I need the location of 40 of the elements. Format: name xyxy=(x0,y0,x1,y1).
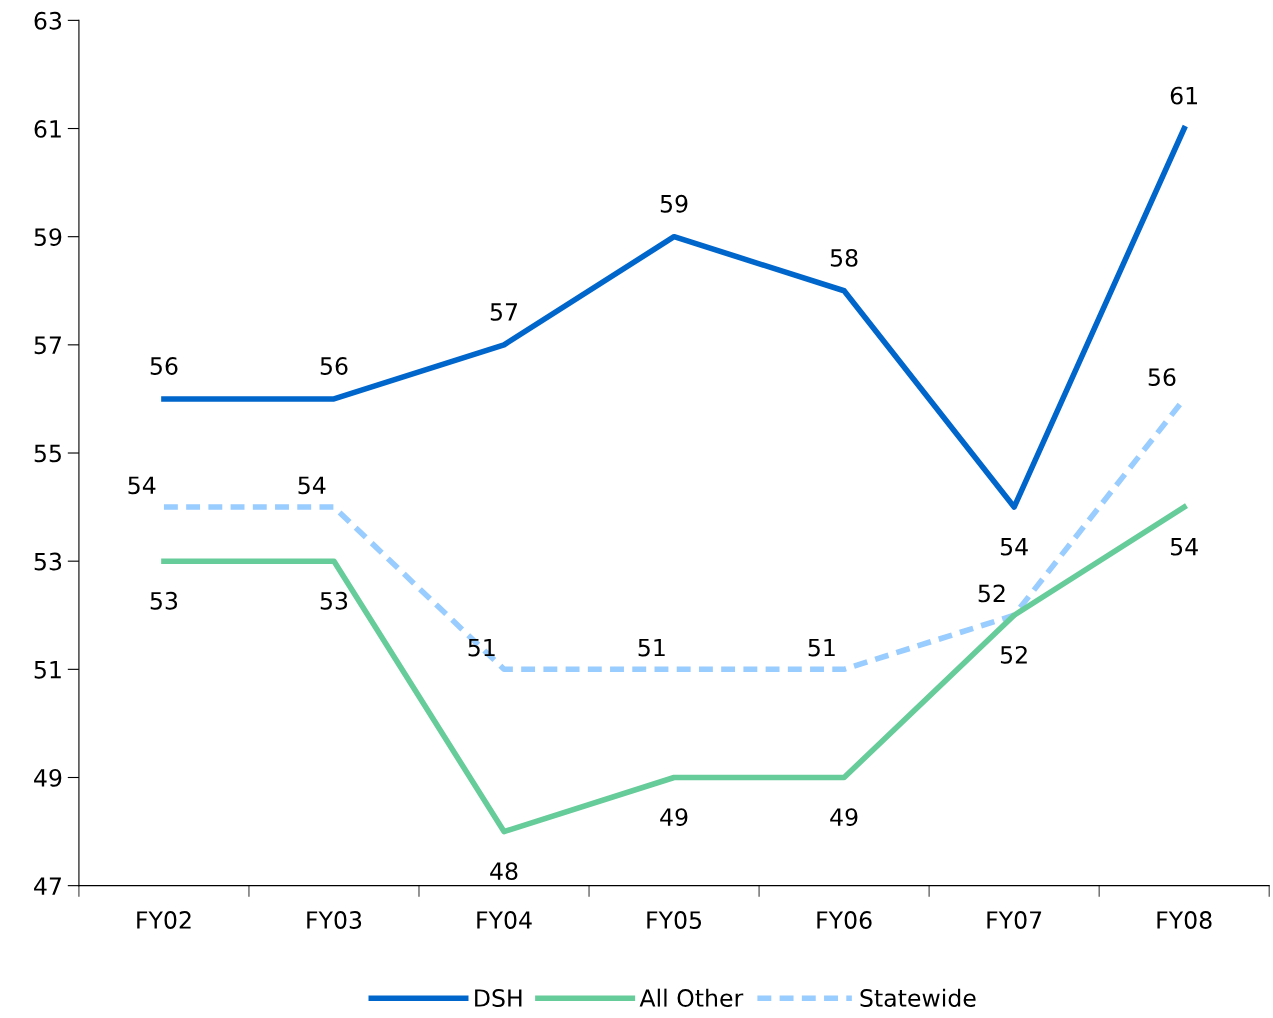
x-tick-label: FY03 xyxy=(307,911,362,929)
data-label: 61 xyxy=(1170,86,1197,105)
y-tick-label: 49 xyxy=(34,768,62,787)
data-label: 52 xyxy=(978,584,1005,603)
legend-label: All Other xyxy=(639,988,744,1007)
data-label: 56 xyxy=(1148,368,1176,387)
data-label: 58 xyxy=(830,248,858,267)
x-tick-label: FY07 xyxy=(987,911,1042,929)
data-label: 49 xyxy=(660,808,688,827)
data-label: 57 xyxy=(490,303,518,321)
y-tick-label: 61 xyxy=(34,119,61,138)
x-tick-label: FY05 xyxy=(647,911,702,929)
x-tick-label: FY02 xyxy=(137,911,191,929)
data-label: 52 xyxy=(1000,645,1027,664)
data-label: 53 xyxy=(150,591,178,610)
data-label: 54 xyxy=(1170,538,1198,556)
x-tick-label: FY04 xyxy=(477,911,532,929)
data-label: 54 xyxy=(1000,538,1028,556)
legend-label: DSH xyxy=(475,989,522,1007)
y-tick-label: 53 xyxy=(34,552,62,571)
data-label: 51 xyxy=(638,638,665,657)
data-label: 59 xyxy=(660,194,688,213)
data-label: 54 xyxy=(128,476,156,495)
data-label: 49 xyxy=(830,808,858,827)
y-tick-label: 55 xyxy=(34,444,61,463)
y-tick-label: 51 xyxy=(34,661,61,679)
data-label: 51 xyxy=(468,638,495,657)
x-tick-label: FY06 xyxy=(817,911,872,929)
data-label: 48 xyxy=(490,862,518,881)
data-label: 54 xyxy=(298,476,326,495)
y-tick-label: 63 xyxy=(34,11,62,30)
legend-label: Statewide xyxy=(860,988,976,1007)
data-label: 53 xyxy=(320,591,348,610)
y-tick-label: 47 xyxy=(34,877,61,895)
data-label: 51 xyxy=(808,638,835,657)
data-label: 56 xyxy=(150,357,178,375)
y-tick-label: 59 xyxy=(34,228,62,246)
y-tick-label: 57 xyxy=(34,336,61,355)
x-tick-label: FY08 xyxy=(1157,911,1212,929)
data-label: 56 xyxy=(320,357,348,375)
